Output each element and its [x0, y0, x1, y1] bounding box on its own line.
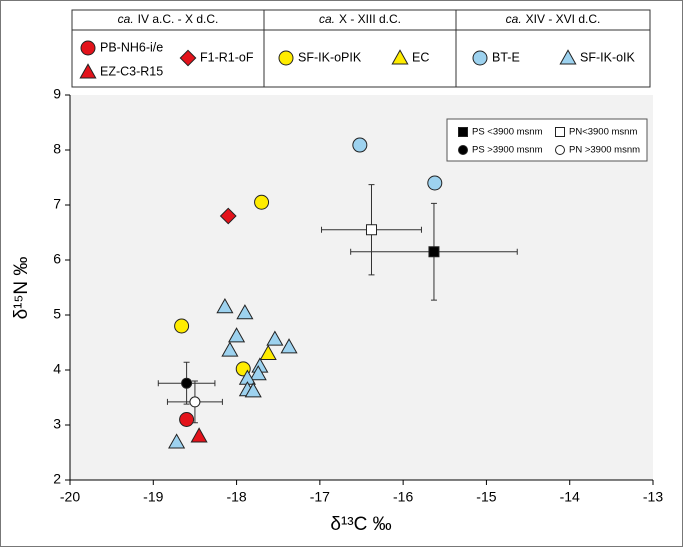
legend-label: F1-R1-oF — [200, 50, 254, 64]
legend-marker — [555, 127, 565, 137]
x-tick-label: -16 — [393, 489, 413, 505]
legend-heading: ca. XIV - XVI d.C. — [506, 12, 601, 26]
legend-marker — [278, 50, 294, 66]
x-tick-label: -18 — [226, 489, 246, 505]
x-axis-label: δ¹³C ‰ — [330, 514, 391, 535]
legend-label: EZ-C3-R15 — [100, 64, 163, 78]
y-tick-label: 2 — [53, 471, 61, 487]
point — [254, 194, 270, 210]
point — [190, 427, 208, 443]
legend-box — [71, 9, 651, 88]
point — [168, 433, 186, 449]
x-tick-label: -14 — [560, 489, 580, 505]
legend-marker — [458, 127, 468, 137]
legend-label: SF-IK-oPIK — [298, 50, 362, 64]
point — [236, 304, 254, 320]
x-tick-label: -20 — [60, 489, 80, 505]
legend-marker — [79, 63, 97, 79]
legend-label: SF-IK-oIK — [580, 50, 636, 64]
point — [228, 327, 246, 343]
legend-heading-text: IV a.C. - X d.C. — [138, 12, 219, 26]
point — [219, 207, 237, 225]
legend-marker — [80, 40, 96, 56]
point — [221, 341, 239, 357]
legend-heading-prefix: ca. — [506, 12, 522, 26]
legend-label: PS >3900 msnm — [472, 145, 543, 156]
legend-label: EC — [412, 50, 429, 64]
x-tick-label: -17 — [310, 489, 330, 505]
legend-marker — [472, 50, 488, 66]
legend-marker — [458, 145, 468, 155]
point — [244, 382, 262, 398]
y-tick-label: 7 — [53, 196, 61, 212]
y-tick-label: 3 — [53, 416, 61, 432]
legend-heading: ca. X - XIII d.C. — [319, 12, 401, 26]
y-tick-label: 6 — [53, 251, 61, 267]
legend-label: PN >3900 msnm — [569, 145, 640, 156]
point — [280, 338, 298, 354]
point — [216, 298, 234, 314]
y-tick-label: 8 — [53, 141, 61, 157]
legend-label: PN<3900 msnm — [569, 127, 637, 138]
legend-heading-prefix: ca. — [118, 12, 134, 26]
legend-heading-text: XIV - XVI d.C. — [526, 12, 601, 26]
point — [174, 318, 190, 334]
mean-point — [181, 377, 193, 389]
mean-point — [365, 224, 377, 236]
legend-label: PB-NH6-i/e — [100, 40, 163, 54]
point — [259, 344, 277, 360]
legend-label: BT-E — [492, 50, 520, 64]
legend-marker — [559, 49, 577, 65]
point — [249, 365, 267, 381]
legend-marker — [555, 145, 565, 155]
point — [352, 137, 368, 153]
point — [427, 175, 443, 191]
x-tick-label: -15 — [476, 489, 496, 505]
legend-heading-prefix: ca. — [319, 12, 335, 26]
y-tick-label: 9 — [53, 86, 61, 102]
y-tick-label: 5 — [53, 306, 61, 322]
legend-marker — [179, 49, 197, 67]
y-tick-label: 4 — [53, 361, 61, 377]
legend-marker — [391, 49, 409, 65]
x-tick-label: -13 — [643, 489, 663, 505]
mean-point — [189, 396, 201, 408]
point — [266, 330, 284, 346]
legend-heading-text: X - XIII d.C. — [339, 12, 401, 26]
x-tick-label: -19 — [143, 489, 163, 505]
mean-point — [428, 246, 440, 258]
inset-legend — [446, 118, 648, 162]
point — [179, 412, 195, 427]
legend-label: PS <3900 msnm — [472, 127, 543, 138]
y-axis-label: δ¹⁵N ‰ — [11, 257, 32, 320]
legend-heading: ca. IV a.C. - X d.C. — [118, 12, 219, 26]
